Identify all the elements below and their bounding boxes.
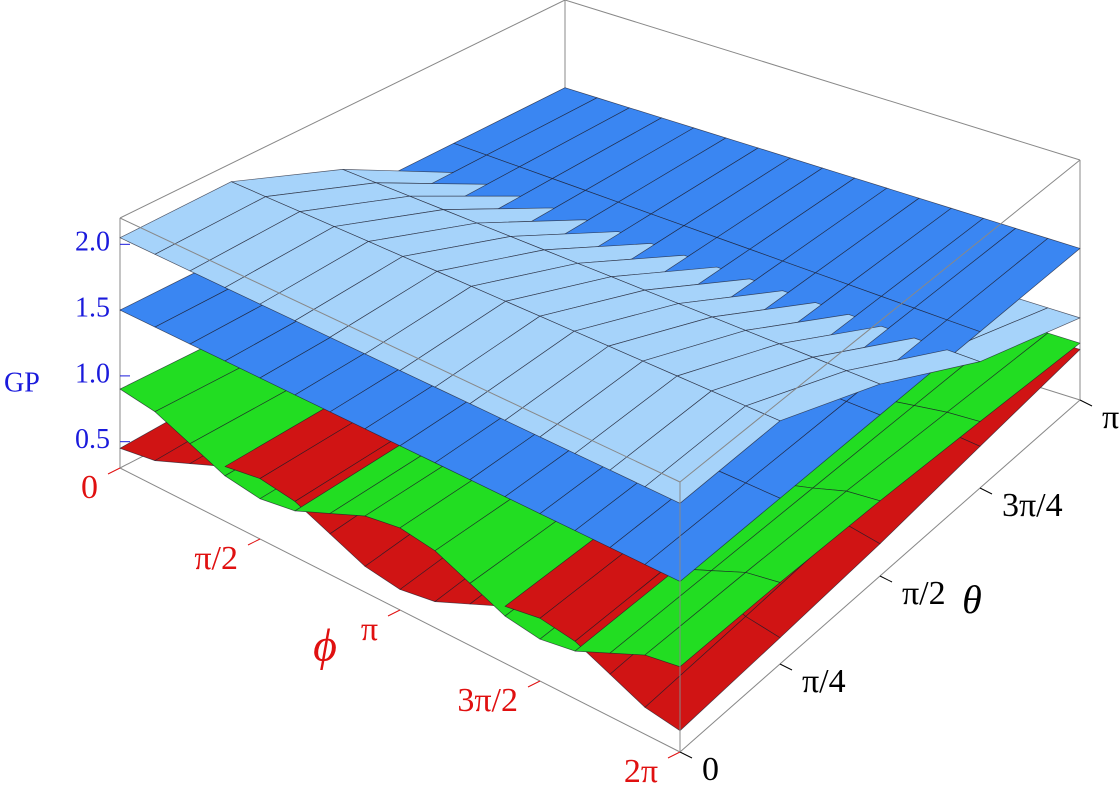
x-axis-label: ϕ [313, 620, 337, 671]
box-edge [119, 0, 566, 219]
surface-patch [644, 405, 781, 504]
x-tick [247, 538, 261, 546]
box-edge [119, 217, 681, 483]
y-tick-label: π/4 [802, 663, 846, 700]
x-tick [527, 680, 541, 688]
x-tick-label: 3π/2 [457, 682, 518, 719]
surface-patch [644, 482, 781, 582]
y-tick [679, 751, 693, 759]
x-tick [107, 467, 121, 475]
y-tick-label: 3π/4 [1002, 487, 1063, 524]
y-tick [879, 575, 893, 583]
surface-patch [644, 616, 781, 732]
y-tick [1079, 399, 1093, 407]
x-tick-label: π [361, 611, 378, 648]
z-tick-label: 1.0 [75, 358, 110, 389]
x-tick-label: 2π [624, 753, 658, 790]
y-tick-label: 0 [702, 751, 719, 788]
z-tick-label: 1.5 [75, 293, 110, 324]
x-tick-label: 0 [81, 469, 98, 506]
box-edge [679, 159, 1081, 483]
z-tick-label: 0.5 [75, 424, 110, 455]
x-tick [387, 609, 401, 617]
y-tick-label: π/2 [902, 575, 946, 612]
x-tick [667, 751, 681, 759]
y-axis-label: θ [962, 577, 982, 622]
z-tick-label: 2.0 [75, 227, 110, 258]
y-tick-label: π [1102, 399, 1119, 436]
y-tick [779, 663, 793, 671]
x-tick-label: π/2 [194, 540, 238, 577]
y-tick [979, 487, 993, 495]
z-axis-label: GP [4, 367, 40, 398]
surface-patch [644, 572, 781, 668]
box-edge [564, 0, 1081, 161]
